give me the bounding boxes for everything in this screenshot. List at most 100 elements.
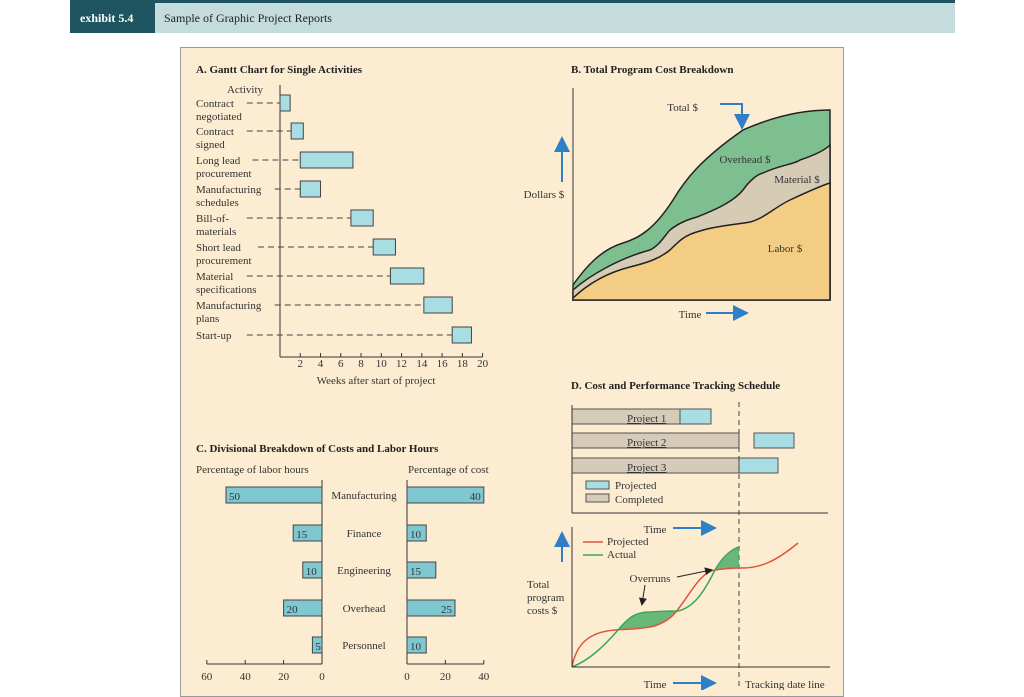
projected-line xyxy=(571,542,799,668)
labor-bar xyxy=(225,486,323,504)
labor-value: 5 xyxy=(315,641,321,653)
projected-bar xyxy=(753,432,795,449)
legend-completed-swatch xyxy=(585,493,610,503)
task-label: signed xyxy=(196,139,225,151)
category-label: Overhead xyxy=(343,603,386,615)
overrun-arrow-icon xyxy=(676,567,713,578)
actual-line xyxy=(571,546,740,668)
task-bar xyxy=(299,180,322,198)
task-label: Material xyxy=(196,271,233,283)
cost-value: 10 xyxy=(410,641,422,653)
category-label: Engineering xyxy=(337,565,391,577)
cost-value: 40 xyxy=(470,491,482,503)
b-ylabel: Dollars $ xyxy=(524,189,565,201)
label-overhead: Overhead $ xyxy=(719,154,771,166)
projected-bar xyxy=(679,408,712,425)
task-bar xyxy=(299,151,354,169)
task-label: Contract xyxy=(196,126,234,138)
cost-bar xyxy=(406,636,427,654)
label-labor: Labor $ xyxy=(768,243,803,255)
task-label: Contract xyxy=(196,98,234,110)
right-tick-label: 40 xyxy=(478,671,490,683)
labor-value: 10 xyxy=(306,566,318,578)
task-label: Bill-of- xyxy=(196,213,229,225)
area-labor xyxy=(572,181,831,301)
task-label: Manufacturing xyxy=(196,184,262,196)
task-bar xyxy=(350,209,374,227)
legend-completed: Completed xyxy=(615,494,664,506)
cost-bar xyxy=(406,561,437,579)
division-title: C. Divisional Breakdown of Costs and Lab… xyxy=(196,443,439,455)
gantt-xlabel: Weeks after start of project xyxy=(317,375,436,387)
cost-value: 25 xyxy=(441,604,453,616)
d-ylabel-1: Total xyxy=(527,579,549,591)
category-label: Manufacturing xyxy=(331,490,397,502)
label-total: Total $ xyxy=(667,102,698,114)
cost-bar xyxy=(406,599,456,617)
task-label: Start-up xyxy=(196,330,232,342)
gantt-title: A. Gantt Chart for Single Activities xyxy=(196,64,363,76)
right-axis-label: Percentage of cost xyxy=(408,464,489,476)
project-label: Project 1 xyxy=(627,413,666,425)
left-tick-label: 60 xyxy=(201,671,213,683)
gantt-ylabel: Activity xyxy=(227,84,264,96)
d-ylabel-3: costs $ xyxy=(527,605,558,617)
exhibit-title: Sample of Graphic Project Reports xyxy=(155,3,955,33)
tracking-title: D. Cost and Performance Tracking Schedul… xyxy=(571,380,780,392)
labor-bar xyxy=(292,524,323,542)
gantt-tick-label: 8 xyxy=(358,358,364,370)
left-axis-label: Percentage of labor hours xyxy=(196,464,309,476)
task-bar xyxy=(290,122,304,140)
task-label: specifications xyxy=(196,284,256,296)
exhibit-tag: exhibit 5.4 xyxy=(70,3,155,33)
task-label: procurement xyxy=(196,255,252,267)
d-ylabel-2: program xyxy=(527,592,565,604)
task-label: plans xyxy=(196,313,219,325)
task-bar xyxy=(279,94,291,112)
b-xlabel: Time xyxy=(679,309,702,321)
gantt-tick-label: 2 xyxy=(298,358,304,370)
left-tick-label: 0 xyxy=(319,671,325,683)
gantt-tick-label: 4 xyxy=(318,358,324,370)
label-material: Material $ xyxy=(774,174,820,186)
labor-value: 50 xyxy=(229,491,241,503)
cost-value: 10 xyxy=(410,529,422,541)
cost-value: 15 xyxy=(410,566,422,578)
legend-projected-swatch xyxy=(585,480,610,490)
task-label: schedules xyxy=(196,197,239,209)
left-tick-label: 20 xyxy=(278,671,290,683)
labor-bar xyxy=(283,599,323,617)
labor-value: 20 xyxy=(287,604,299,616)
cost-bar xyxy=(406,486,485,504)
legend-actual-series: Actual xyxy=(607,549,636,561)
category-label: Personnel xyxy=(342,640,385,652)
task-bar xyxy=(372,238,396,256)
tracking-date-label: Tracking date line xyxy=(745,679,825,690)
gantt-tick-label: 18 xyxy=(457,358,469,370)
task-label: materials xyxy=(196,226,236,238)
gantt-tick-label: 6 xyxy=(338,358,344,370)
projected-bar xyxy=(738,457,779,474)
task-label: negotiated xyxy=(196,111,242,123)
d-top-xlabel: Time xyxy=(644,524,667,536)
task-bar xyxy=(451,326,472,344)
overruns-label: Overruns xyxy=(630,573,671,585)
task-label: procurement xyxy=(196,168,252,180)
legend-projected: Projected xyxy=(615,480,657,492)
d-xlabel: Time xyxy=(644,679,667,690)
gantt-tick-label: 20 xyxy=(477,358,489,370)
task-bar xyxy=(389,267,425,285)
right-tick-label: 20 xyxy=(440,671,452,683)
gantt-tick-label: 16 xyxy=(437,358,449,370)
task-label: Long lead xyxy=(196,155,241,167)
gantt-tick-label: 10 xyxy=(376,358,388,370)
labor-value: 15 xyxy=(296,529,308,541)
task-bar xyxy=(423,296,453,314)
legend-projected-series: Projected xyxy=(607,536,649,548)
task-label: Short lead xyxy=(196,242,241,254)
project-label: Project 3 xyxy=(627,462,667,474)
overrun-arrow-icon xyxy=(638,584,647,606)
task-label: Manufacturing xyxy=(196,300,262,312)
project-label: Project 2 xyxy=(627,437,666,449)
